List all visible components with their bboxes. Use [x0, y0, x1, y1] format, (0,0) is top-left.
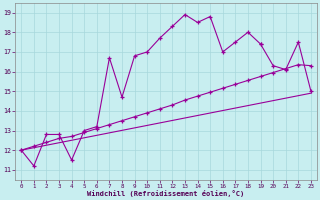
X-axis label: Windchill (Refroidissement éolien,°C): Windchill (Refroidissement éolien,°C)	[87, 190, 245, 197]
